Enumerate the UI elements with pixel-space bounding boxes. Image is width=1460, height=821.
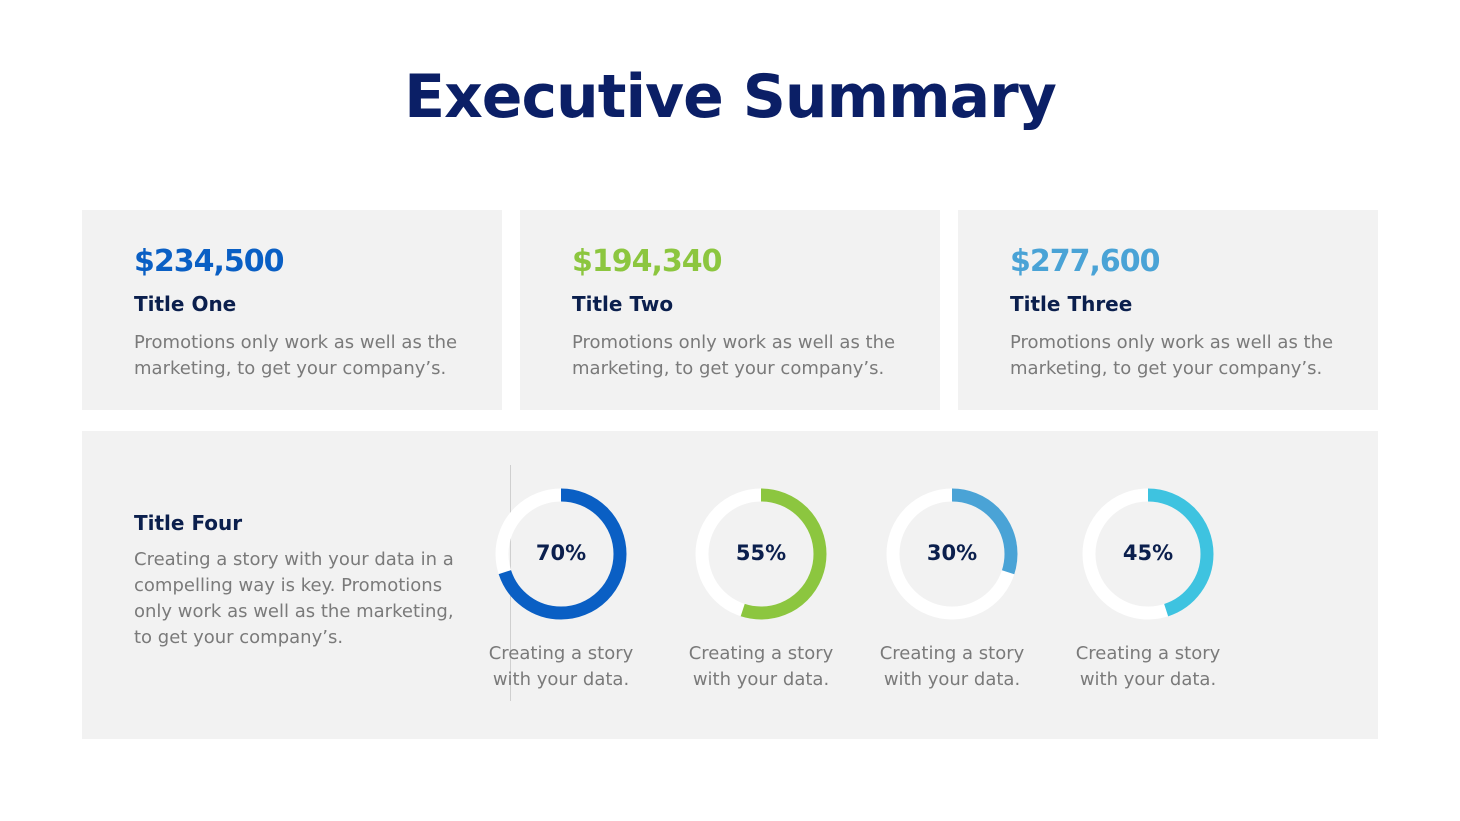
donut-arc [695, 488, 827, 620]
card-title: Title Three [1010, 292, 1133, 316]
donut-caption: Creating a story with your data. [1075, 643, 1221, 690]
donut-panel: Title Four Creating a story with your da… [82, 431, 1378, 739]
summary-card-three: $277,600 Title Three Promotions only wor… [958, 210, 1378, 410]
page-title: Executive Summary [404, 62, 1057, 132]
summary-card-one: $234,500 Title One Promotions only work … [82, 210, 502, 410]
donut-chart: 45% Creating a story with your data. [1058, 487, 1238, 693]
donut-chart: 30% Creating a story with your data. [862, 487, 1042, 693]
donut-caption: Creating a story with your data. [688, 643, 834, 690]
card-amount: $194,340 [572, 244, 723, 279]
donut-chart: 70% Creating a story with your data. [471, 487, 651, 693]
donut-arc [1082, 488, 1214, 620]
panel-description: Creating a story with your data in a com… [134, 549, 454, 648]
donut-percent: 45% [1122, 541, 1174, 565]
donut-arc [886, 488, 1018, 620]
card-description: Promotions only work as well as the mark… [1010, 332, 1334, 379]
summary-card-two: $194,340 Title Two Promotions only work … [520, 210, 940, 410]
card-amount: $277,600 [1010, 244, 1161, 279]
donut-percent: 30% [926, 541, 978, 565]
card-amount: $234,500 [134, 244, 285, 279]
panel-title: Title Four [134, 511, 243, 535]
card-title: Title One [134, 292, 237, 316]
donut-percent: 70% [535, 541, 587, 565]
card-description: Promotions only work as well as the mark… [572, 332, 896, 379]
card-description: Promotions only work as well as the mark… [134, 332, 458, 379]
donut-arc [495, 488, 627, 620]
donut-percent: 55% [735, 541, 787, 565]
donut-svg [695, 488, 827, 620]
donut-svg [886, 488, 1018, 620]
donut-svg [1082, 488, 1214, 620]
donut-caption: Creating a story with your data. [488, 643, 634, 690]
donut-caption: Creating a story with your data. [879, 643, 1025, 690]
donut-chart: 55% Creating a story with your data. [671, 487, 851, 693]
donut-svg [495, 488, 627, 620]
card-title: Title Two [572, 292, 674, 316]
